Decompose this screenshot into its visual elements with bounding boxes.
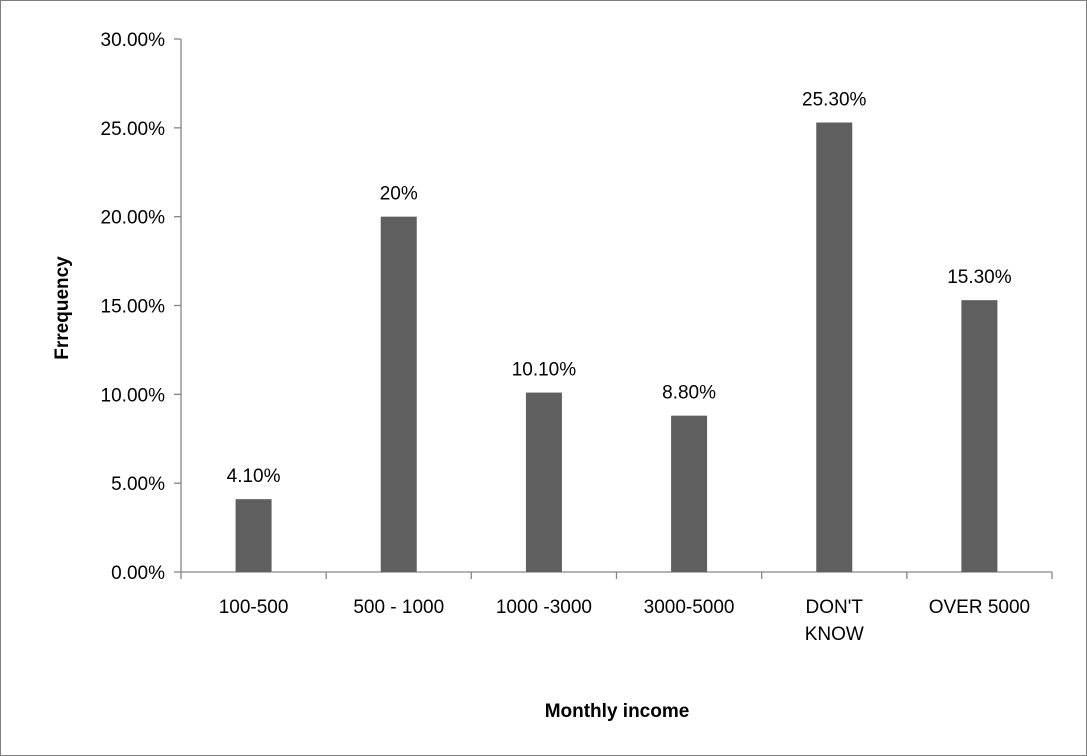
x-tick-label: 500 - 1000 bbox=[353, 597, 444, 618]
y-tick-label: 0.00% bbox=[111, 563, 165, 584]
data-labels: 4.10% 20% 10.10% 8.80% 25.30% 15.30% bbox=[227, 90, 1012, 488]
y-tick-label: 25.00% bbox=[101, 119, 166, 140]
bars bbox=[235, 122, 998, 573]
x-tick-label: DON'T KNOW bbox=[805, 597, 864, 645]
data-label: 8.80% bbox=[662, 383, 716, 404]
x-tick-label: 1000 -3000 bbox=[496, 597, 592, 618]
data-label: 20% bbox=[380, 184, 418, 205]
bar bbox=[525, 392, 562, 572]
y-tick-label: 10.00% bbox=[101, 385, 166, 406]
y-axis-title: Frrequency bbox=[52, 256, 73, 360]
x-axis-title: Monthly income bbox=[545, 701, 690, 722]
bar bbox=[380, 216, 417, 572]
y-tick-label: 20.00% bbox=[101, 208, 166, 229]
x-tick-label: 100-500 bbox=[219, 597, 289, 618]
y-tick-label: 30.00% bbox=[101, 30, 166, 51]
bar bbox=[235, 499, 272, 572]
data-label: 10.10% bbox=[512, 360, 577, 381]
x-tick-label: OVER 5000 bbox=[929, 597, 1030, 618]
data-label: 4.10% bbox=[227, 466, 281, 487]
bar bbox=[961, 300, 998, 572]
x-tick-label: 3000-5000 bbox=[644, 597, 735, 618]
bar bbox=[816, 122, 853, 573]
bar bbox=[671, 415, 708, 572]
axes: 0.00% 5.00% 10.00% 15.00% 20.00% 25.00% 30.00%… bbox=[101, 30, 1053, 645]
data-label: 15.30% bbox=[947, 267, 1012, 288]
data-label: 25.30% bbox=[802, 90, 867, 111]
y-tick-label: 5.00% bbox=[111, 474, 165, 495]
y-tick-label: 15.00% bbox=[101, 297, 166, 318]
